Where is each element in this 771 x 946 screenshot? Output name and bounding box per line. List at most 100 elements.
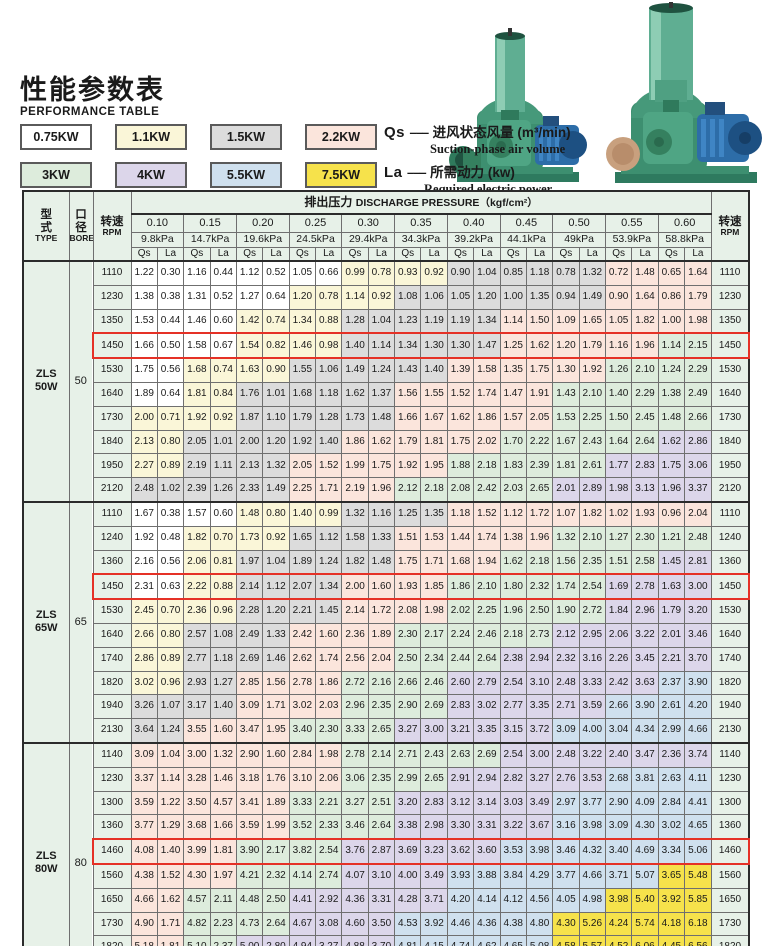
table-row: 1560 4.38 1.52 4.30 1.97 4.21 2.32 4.14 2.74 4.07… bbox=[23, 863, 750, 889]
la-cell: 0.60 bbox=[209, 500, 237, 527]
la-cell: 1.26 bbox=[209, 477, 237, 503]
la-cell: 2.32 bbox=[262, 863, 290, 889]
qs-cell: 1.75 bbox=[394, 549, 422, 575]
qs-cell: 3.90 bbox=[235, 838, 264, 865]
la-cell: 4.62 bbox=[473, 935, 501, 946]
pressure-col-0.25: 0.25 bbox=[288, 213, 343, 233]
table-row: 1530 1.75 0.56 1.68 0.74 1.63 0.90 1.55 1.06 1.49… bbox=[23, 357, 750, 383]
page-title: 性能参数表 PERFORMANCE TABLE bbox=[20, 76, 165, 119]
qs-cell: 2.45 bbox=[130, 598, 158, 624]
qs-cell: 3.84 bbox=[499, 863, 527, 889]
la-cell: 1.40 bbox=[156, 838, 185, 865]
qs-cell: 1.92 bbox=[183, 405, 211, 431]
qs-cell: 2.63 bbox=[657, 766, 686, 792]
qs-cell: 3.10 bbox=[288, 766, 317, 792]
qs-cell: 2.99 bbox=[657, 718, 686, 744]
la-cell: 2.87 bbox=[367, 838, 396, 865]
qs-cell: 4.58 bbox=[552, 935, 580, 946]
la-cell: 0.89 bbox=[156, 453, 185, 479]
rpm-cell-left: 1740 bbox=[92, 646, 132, 672]
qs-cell: 1.96 bbox=[499, 598, 527, 624]
rpm-cell-right: 2120 bbox=[710, 477, 750, 503]
la-cell: 2.95 bbox=[578, 622, 606, 648]
qs-cell: 1.98 bbox=[604, 477, 633, 503]
la-cell: 0.71 bbox=[156, 405, 185, 431]
qs-cell: 1.44 bbox=[446, 525, 475, 551]
la-cell: 2.46 bbox=[473, 622, 501, 648]
la-cell: 3.71 bbox=[420, 887, 448, 913]
la-cell: 2.65 bbox=[525, 477, 554, 503]
la-cell: 1.46 bbox=[262, 646, 290, 672]
la-cell: 1.86 bbox=[473, 405, 501, 431]
la-cell: 1.07 bbox=[156, 694, 185, 720]
rpm-cell-right: 1460 bbox=[710, 838, 751, 865]
qs-cell: 1.89 bbox=[130, 381, 158, 407]
qs-cell: 1.86 bbox=[341, 429, 369, 455]
la-cell: 2.22 bbox=[525, 429, 554, 455]
qs-cell: 1.97 bbox=[235, 549, 264, 575]
qs-cell: 1.68 bbox=[446, 549, 475, 575]
qs-cell: 3.55 bbox=[183, 718, 211, 744]
qs-cell: 2.63 bbox=[446, 741, 475, 768]
la-cell: 2.34 bbox=[420, 646, 448, 672]
la-cell: 0.78 bbox=[367, 259, 396, 286]
la-cell: 0.89 bbox=[156, 646, 185, 672]
qs-cell: 1.07 bbox=[552, 500, 580, 527]
qs-cell: 2.56 bbox=[341, 646, 369, 672]
qs-cell: 1.25 bbox=[499, 332, 527, 360]
qs-cell: 3.20 bbox=[394, 790, 422, 816]
la-cell: 4.56 bbox=[525, 887, 554, 913]
qs-cell: 1.00 bbox=[657, 308, 686, 334]
la-cell: 1.81 bbox=[209, 838, 237, 865]
la-cell: 1.98 bbox=[684, 308, 712, 334]
qs-cell: 1.66 bbox=[394, 405, 422, 431]
qs-cell: 2.00 bbox=[341, 573, 369, 601]
qs-cell: 1.22 bbox=[130, 259, 158, 286]
qs-cell: 1.90 bbox=[552, 598, 580, 624]
qs-cell: 1.62 bbox=[341, 381, 369, 407]
la-cell: 3.67 bbox=[525, 814, 554, 840]
rpm-cell-right: 1230 bbox=[710, 284, 750, 310]
qs-cell: 4.88 bbox=[341, 935, 369, 946]
la-cell: 3.88 bbox=[473, 863, 501, 889]
rpm-cell-left: 1360 bbox=[92, 549, 132, 575]
la-cell: 2.23 bbox=[209, 911, 237, 937]
qs-cell: 3.62 bbox=[446, 838, 475, 865]
qs-cell: 3.27 bbox=[341, 790, 369, 816]
la-cell: 3.72 bbox=[525, 718, 554, 744]
qs-cell: 1.39 bbox=[446, 357, 475, 383]
qs-cell: 1.38 bbox=[657, 381, 686, 407]
la-cell: 2.72 bbox=[578, 598, 606, 624]
qs-cell: 2.33 bbox=[235, 477, 264, 503]
la-cell: 4.32 bbox=[578, 838, 606, 865]
qs-subheader: Qs bbox=[235, 247, 264, 262]
qs-cell: 1.35 bbox=[499, 357, 527, 383]
la-cell: 5.08 bbox=[525, 935, 554, 946]
la-cell: 1.04 bbox=[473, 259, 501, 286]
qs-cell: 2.62 bbox=[288, 646, 317, 672]
qs-cell: 2.36 bbox=[341, 622, 369, 648]
table-row: 2130 3.64 1.24 3.55 1.60 3.47 1.95 3.40 2.30 3.33… bbox=[23, 718, 750, 744]
la-cell: 4.34 bbox=[631, 718, 659, 744]
la-subheader: La bbox=[525, 247, 554, 262]
qs-cell: 4.30 bbox=[552, 911, 580, 937]
la-cell: 1.79 bbox=[578, 332, 606, 360]
qs-cell: 3.12 bbox=[446, 790, 475, 816]
la-cell: 1.27 bbox=[209, 670, 237, 696]
la-cell: 1.92 bbox=[578, 357, 606, 383]
la-cell: 1.60 bbox=[315, 622, 343, 648]
table-row: 1360 2.16 0.56 2.06 0.81 1.97 1.04 1.89 1.24 1.82… bbox=[23, 549, 750, 575]
la-cell: 2.66 bbox=[684, 405, 712, 431]
la-cell: 1.33 bbox=[262, 622, 290, 648]
qs-cell: 1.77 bbox=[604, 453, 633, 479]
la-cell: 1.18 bbox=[209, 646, 237, 672]
la-cell: 1.66 bbox=[209, 814, 237, 840]
la-cell: 0.38 bbox=[156, 500, 185, 527]
la-cell: 0.88 bbox=[315, 308, 343, 334]
la-cell: 2.54 bbox=[578, 573, 606, 601]
la-cell: 0.74 bbox=[262, 308, 290, 334]
qs-cell: 2.18 bbox=[499, 622, 527, 648]
qs-cell: 2.76 bbox=[552, 766, 580, 792]
qs-cell: 2.19 bbox=[341, 477, 369, 503]
title-en: PERFORMANCE TABLE bbox=[20, 106, 160, 119]
